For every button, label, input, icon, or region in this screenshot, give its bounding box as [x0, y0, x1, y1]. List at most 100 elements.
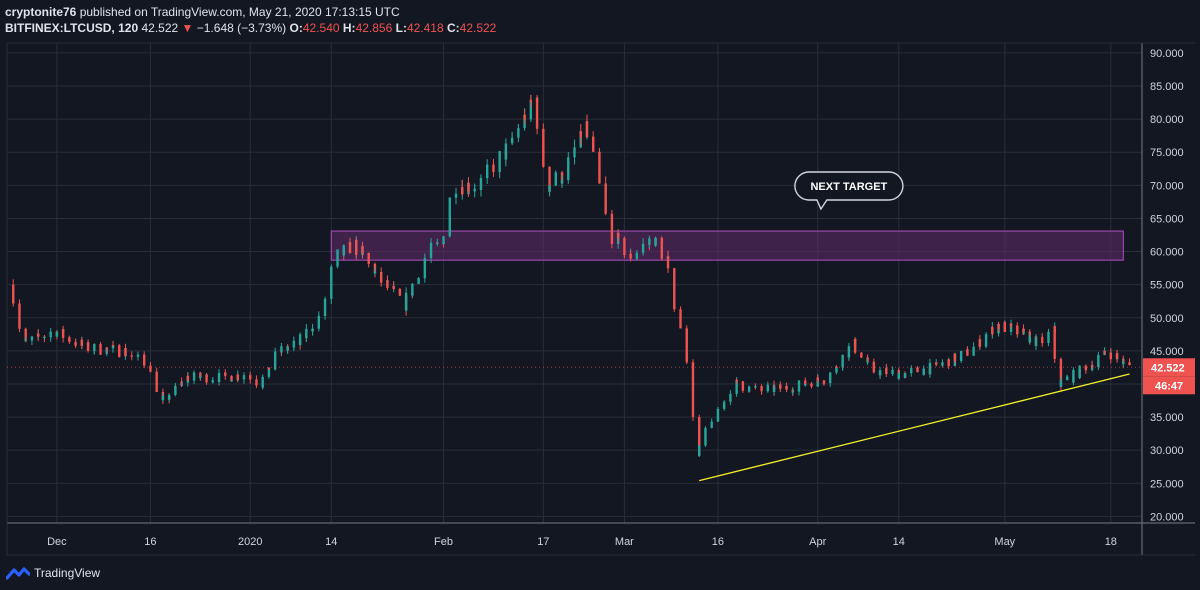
- candle-down: [348, 238, 352, 254]
- candle-up: [305, 323, 308, 342]
- candle-up: [136, 353, 140, 361]
- resistance-zone: [330, 230, 1124, 261]
- candle-up: [560, 175, 564, 189]
- publisher-name[interactable]: cryptonite76: [5, 5, 77, 19]
- tradingview-logo[interactable]: TradingView: [6, 563, 100, 583]
- candle-up: [804, 383, 807, 387]
- candle-up: [903, 372, 907, 378]
- candle-up: [192, 370, 196, 379]
- candle-up: [1122, 358, 1125, 368]
- x-tick-label: 16: [144, 536, 156, 548]
- candle-down: [691, 364, 695, 421]
- y-tick-label: 30.000: [1150, 445, 1184, 457]
- candle-up: [342, 244, 345, 257]
- candle-down: [467, 177, 470, 198]
- candle-down: [991, 325, 994, 337]
- candle-down: [860, 351, 863, 359]
- candle-down: [616, 229, 620, 242]
- candle-down: [623, 253, 626, 259]
- candle-down: [124, 343, 127, 357]
- candle-down: [853, 337, 857, 355]
- candle-up: [217, 368, 221, 385]
- candle-down: [872, 363, 876, 374]
- candle-down: [935, 362, 938, 367]
- candle-down: [735, 378, 738, 385]
- y-tick-label: 25.000: [1150, 478, 1184, 490]
- candle-up: [841, 354, 844, 371]
- candle-down: [978, 334, 982, 350]
- candle-up: [722, 401, 726, 406]
- y-tick-label: 75.000: [1150, 147, 1184, 159]
- candle-up: [504, 138, 508, 167]
- candle-up: [866, 358, 869, 366]
- y-tick-label: 90.000: [1150, 48, 1184, 60]
- y-tick-label: 20.000: [1150, 511, 1184, 523]
- candle-up: [261, 374, 264, 390]
- high-value: 42.856: [355, 21, 393, 35]
- candle-up: [1034, 334, 1038, 351]
- candle-down: [835, 365, 838, 368]
- candle-down: [610, 223, 614, 249]
- candle-down: [492, 158, 495, 178]
- candle-up: [766, 381, 770, 391]
- candle-up: [167, 393, 171, 402]
- candle-down: [1022, 324, 1025, 335]
- candle-up: [847, 342, 851, 361]
- candle-down: [205, 373, 208, 385]
- candle-down: [1084, 365, 1088, 374]
- x-tick-label: 2020: [238, 536, 262, 548]
- candle-down: [149, 366, 152, 372]
- candle-up: [941, 359, 944, 368]
- candle-down: [36, 329, 40, 342]
- candle-up: [648, 235, 651, 249]
- candle-down: [386, 275, 389, 291]
- candles-layer: [12, 94, 1131, 458]
- candle-down: [679, 316, 682, 329]
- candle-up: [928, 358, 932, 378]
- candle-down: [1103, 350, 1106, 356]
- candle-down: [142, 359, 146, 369]
- close-value: 42.522: [459, 21, 497, 35]
- candle-up: [473, 185, 476, 193]
- candle-down: [61, 325, 65, 343]
- support-trendline[interactable]: [699, 373, 1130, 482]
- candle-down: [673, 275, 676, 312]
- candle-down: [1090, 361, 1094, 370]
- candle-down: [598, 162, 601, 184]
- symbol-label[interactable]: BITFINEX:LTCUSD, 120: [5, 21, 139, 35]
- candle-up: [1059, 376, 1063, 388]
- next-target-callout[interactable]: NEXT TARGET: [794, 171, 904, 211]
- candle-up: [498, 150, 501, 158]
- candle-down: [885, 363, 888, 378]
- candle-down: [224, 369, 227, 380]
- candle-down: [80, 337, 84, 350]
- y-tick-label: 50.000: [1150, 313, 1184, 325]
- candle-up: [442, 235, 445, 245]
- candle-up: [641, 237, 645, 255]
- last-price-label: 42.522: [1143, 358, 1195, 377]
- candle-up: [828, 371, 832, 383]
- candle-down: [623, 236, 626, 258]
- y-tick-label: 65.000: [1150, 213, 1184, 225]
- candle-down: [779, 381, 782, 393]
- x-tick-label: May: [994, 536, 1015, 548]
- candle-down: [12, 287, 15, 307]
- callout-text: NEXT TARGET: [810, 181, 887, 193]
- candle-up: [411, 282, 414, 298]
- annotation-layer: NEXT TARGET: [794, 171, 904, 211]
- candle-down: [947, 359, 950, 370]
- candle-up: [791, 387, 794, 395]
- candle-down: [966, 346, 969, 357]
- grid-lines: [7, 43, 1142, 523]
- candle-up: [635, 249, 639, 261]
- candle-down: [660, 240, 664, 261]
- candle-up: [972, 342, 975, 354]
- candle-up: [311, 323, 314, 336]
- candle-down: [255, 381, 258, 389]
- high-label: H:: [342, 21, 356, 35]
- candle-up: [323, 296, 327, 308]
- candle-down: [367, 258, 370, 268]
- candle-up: [897, 371, 900, 381]
- down-arrow-icon: ▼: [181, 21, 194, 35]
